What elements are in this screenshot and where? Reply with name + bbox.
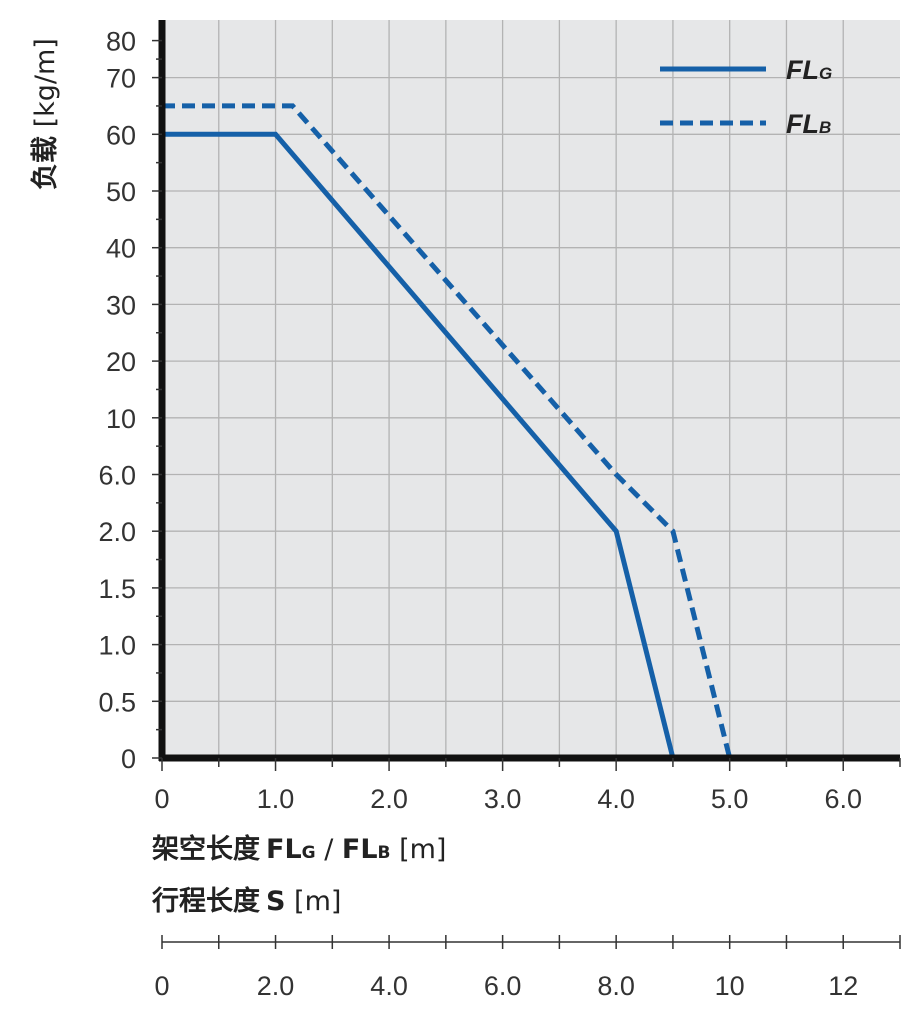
y-tick-label: 6.0 <box>98 461 136 491</box>
y-tick-label: 10 <box>106 404 136 434</box>
y-tick-label: 1.5 <box>98 574 136 604</box>
y-tick-label: 2.0 <box>98 517 136 547</box>
x-tick-label: 1.0 <box>257 784 295 814</box>
x-tick-label: 3.0 <box>484 784 522 814</box>
x-tick-label: 5.0 <box>711 784 749 814</box>
x-axis-title-sub2: B <box>378 843 391 863</box>
tick-labels: 0 0.5 1.0 1.5 2.0 6.0 10 20 30 40 50 60 70 80 0 1.0 2.0 3… <box>98 27 862 814</box>
x2-tick-label: 2.0 <box>257 971 295 1001</box>
x2-tick-label: 12 <box>828 971 858 1001</box>
x2-tick-label: 10 <box>715 971 745 1001</box>
x2-axis-title-main: 行程长度 <box>151 885 260 917</box>
y-tick-label: 70 <box>106 64 136 94</box>
y-axis-title-main: 负载 <box>30 136 61 190</box>
y-tick-label: 40 <box>106 234 136 264</box>
secondary-x-axis: 0 2.0 4.0 6.0 8.0 10 12 <box>154 935 901 1001</box>
y-tick-label: 30 <box>106 290 136 320</box>
series-line-flg <box>162 131 676 759</box>
y-axis-title-unit: [kg/m] <box>30 38 61 136</box>
x-tick-label: 4.0 <box>597 784 635 814</box>
y-tick-label: 0 <box>121 744 136 774</box>
legend: FLG FLB <box>660 55 832 139</box>
series-line-flb <box>162 103 733 759</box>
y-tick-label: 50 <box>106 177 136 207</box>
y-tick-label: 1.0 <box>98 631 136 661</box>
x-axis-title-fl1: FL <box>266 834 302 865</box>
y-tick-label: 0.5 <box>98 687 136 717</box>
x-axis-title: 架空长度 FLG / FLB [m] <box>152 833 446 865</box>
legend-label-flb: FLB <box>786 109 831 139</box>
grid <box>162 20 900 758</box>
axes <box>152 20 901 771</box>
x2-axis-title-unit: [m] <box>285 886 341 917</box>
x2-tick-label: 8.0 <box>597 971 635 1001</box>
y-tick-label: 20 <box>106 347 136 377</box>
x2-axis-title-s: S <box>266 886 285 917</box>
x-axis-title-unit: [m] <box>391 834 447 865</box>
y-tick-label: 80 <box>106 27 136 57</box>
x2-tick-label: 4.0 <box>370 971 408 1001</box>
x2-tick-label: 0 <box>154 971 169 1001</box>
x-axis-title-sep: / <box>316 834 342 865</box>
x2-tick-label: 6.0 <box>484 971 522 1001</box>
x-axis-title-fl2: FL <box>342 834 378 865</box>
legend-label-flg: FLG <box>786 55 832 85</box>
x-tick-label: 0 <box>154 784 169 814</box>
y-axis-title: 负载 [kg/m] <box>30 38 61 190</box>
series <box>162 103 733 759</box>
x-tick-label: 2.0 <box>370 784 408 814</box>
y-tick-label: 60 <box>106 120 136 150</box>
x-axis-title-main: 架空长度 <box>152 833 260 865</box>
x-tick-label: 6.0 <box>824 784 862 814</box>
x2-axis-title: 行程长度 S [m] <box>151 885 341 917</box>
x-axis-title-sub1: G <box>302 843 316 863</box>
